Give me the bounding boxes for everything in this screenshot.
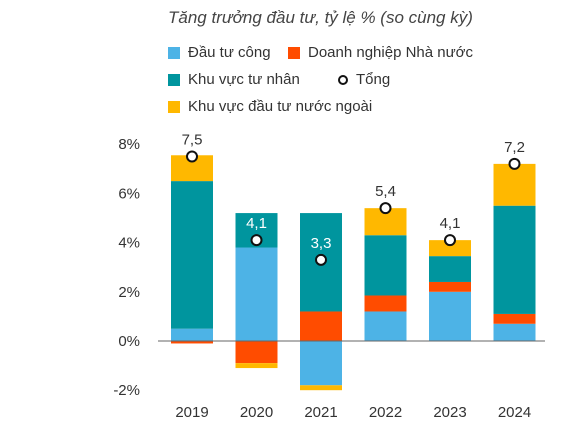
x-tick-label: 2024 [498,404,531,421]
total-data-label: 3,3 [311,235,332,252]
legend-swatch-public [168,46,180,59]
y-tick-label: 2% [118,284,140,301]
bar-soe [171,341,213,344]
bar-fdi [429,240,471,257]
bar-fdi [235,363,278,369]
total-data-label: 4,1 [440,215,461,232]
total-marker [250,234,263,247]
legend-item-total: Tổng [338,71,390,88]
bar-public [235,247,278,341]
legend-item-fdi: Khu vực đầu tư nước ngoài [168,98,372,115]
bar-fdi [493,163,536,206]
x-tick-label: 2023 [433,404,466,421]
bar-public [300,341,342,386]
legend-label-fdi: Khu vực đầu tư nước ngoài [188,98,373,115]
bar-soe [300,311,342,341]
legend-marker-total [338,74,348,85]
legend-label-total: Tổng [356,71,391,88]
total-data-label: 5,4 [375,183,396,200]
y-tick-label: 0% [118,333,140,350]
bar-private [429,256,471,282]
bar-soe [493,313,536,324]
bar-fdi [300,385,342,391]
x-tick-label: 2019 [175,404,208,421]
bar-private [364,235,407,296]
legend-label-private: Khu vực tư nhân [188,71,300,88]
bar-private [171,181,213,329]
legend-item-public: Đầu tư công [168,44,271,61]
total-marker [315,253,327,266]
y-tick-label: 8% [118,136,140,153]
x-tick-label: 2022 [369,404,402,421]
bar-soe [429,281,471,292]
chart-title: Tăng trưởng đầu tư, tỷ lệ % (so cùng kỳ) [168,8,473,27]
total-marker [379,202,392,215]
total-marker [444,234,456,247]
total-data-label: 7,5 [182,132,203,149]
legend-swatch-soe [288,46,300,59]
bar-public [171,328,213,341]
legend-item-soe: Doanh nghiệp Nhà nước [288,44,473,61]
legend-swatch-private [168,73,180,86]
legend-label-public: Đầu tư công [188,44,271,61]
total-data-label: 7,2 [504,139,525,156]
y-tick-label: -2% [113,382,140,399]
total-data-label: 4,1 [246,215,267,232]
bar-soe [235,341,278,364]
bar-public [493,323,536,341]
x-tick-label: 2021 [304,404,337,421]
y-tick-label: 4% [118,235,140,252]
x-tick-label: 2020 [240,404,273,421]
legend-label-soe: Doanh nghiệp Nhà nước [308,44,473,61]
total-marker [186,150,198,163]
legend-item-private: Khu vực tư nhân [168,71,300,88]
legend-swatch-fdi [168,100,180,113]
y-tick-label: 6% [118,185,140,202]
bar-private [493,205,536,314]
total-marker [508,157,521,170]
bar-public [364,311,407,341]
bar-public [429,291,471,341]
bar-soe [364,295,407,312]
